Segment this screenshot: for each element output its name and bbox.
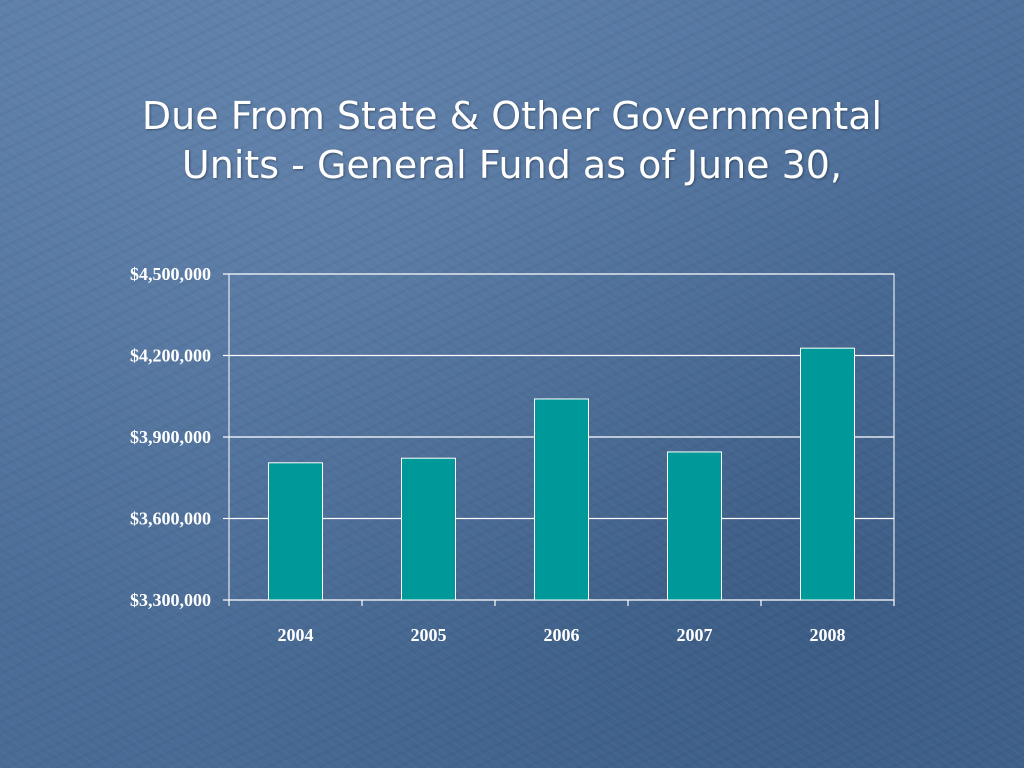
x-tick-label: 2005: [411, 625, 447, 645]
slide-title: Due From State & Other Governmental Unit…: [0, 92, 1024, 190]
x-tick-label: 2006: [544, 625, 580, 645]
y-tick-label: $4,200,000: [130, 346, 211, 366]
bar: [534, 398, 589, 601]
bar: [667, 451, 722, 601]
y-tick-label: $3,300,000: [130, 590, 211, 610]
x-tick-label: 2007: [677, 625, 713, 645]
y-tick-label: $3,600,000: [130, 509, 211, 529]
x-tick-label: 2008: [810, 625, 846, 645]
y-tick-label: $3,900,000: [130, 427, 211, 447]
y-tick-label: $4,500,000: [130, 264, 211, 284]
bar: [401, 457, 456, 601]
bar: [800, 347, 855, 601]
slide-title-line-2: Units - General Fund as of June 30,: [181, 143, 843, 187]
plot-area: $3,300,000 $3,600,000 $3,900,000 $4,200,000…: [130, 264, 895, 645]
slide-title-line-1: Due From State & Other Governmental: [141, 94, 883, 138]
bar: [268, 462, 323, 601]
x-tick-label: 2004: [278, 625, 314, 645]
